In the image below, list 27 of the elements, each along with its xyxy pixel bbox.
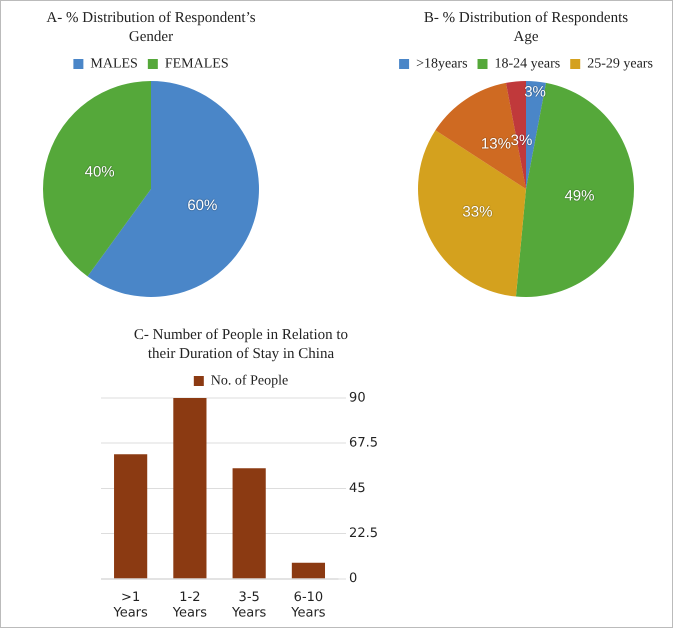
x-tick-label: 1-2 Years <box>172 590 208 621</box>
bar <box>173 398 206 578</box>
data-label: 33% <box>462 204 492 221</box>
bar <box>232 468 266 578</box>
bar <box>114 454 148 578</box>
data-label: 40% <box>84 163 115 180</box>
y-tick-label: 45 <box>349 480 366 496</box>
legend-label: 18-24 years <box>494 56 560 72</box>
data-label: 49% <box>564 188 594 205</box>
data-label: 60% <box>187 196 218 214</box>
legend-label: MALES <box>90 56 138 72</box>
y-tick-label: 67.5 <box>349 436 378 451</box>
legend-label: 25-29 years <box>587 56 653 72</box>
legend-label: >18years <box>416 56 468 72</box>
bar <box>292 562 326 578</box>
legend-label: FEMALES <box>164 56 229 72</box>
y-tick-label: 90 <box>349 390 366 406</box>
data-label: 13% <box>480 135 511 152</box>
x-tick-label: 3-5 Years <box>231 590 267 621</box>
y-tick-label: 0 <box>349 571 358 586</box>
legend-label: No. of People <box>210 374 288 389</box>
y-tick-label: 22.5 <box>349 526 378 541</box>
chart-title: C- Number of People in Relation to their Duration of Stay in China <box>132 326 350 364</box>
x-tick-label: >1 Years <box>112 590 148 621</box>
chart-title: B- % Distribution of Respondents Age <box>422 9 630 47</box>
chart-title: A- % Distribution of Respondent’s Gender <box>45 9 257 47</box>
x-tick-label: 6-10 Years <box>290 590 326 621</box>
